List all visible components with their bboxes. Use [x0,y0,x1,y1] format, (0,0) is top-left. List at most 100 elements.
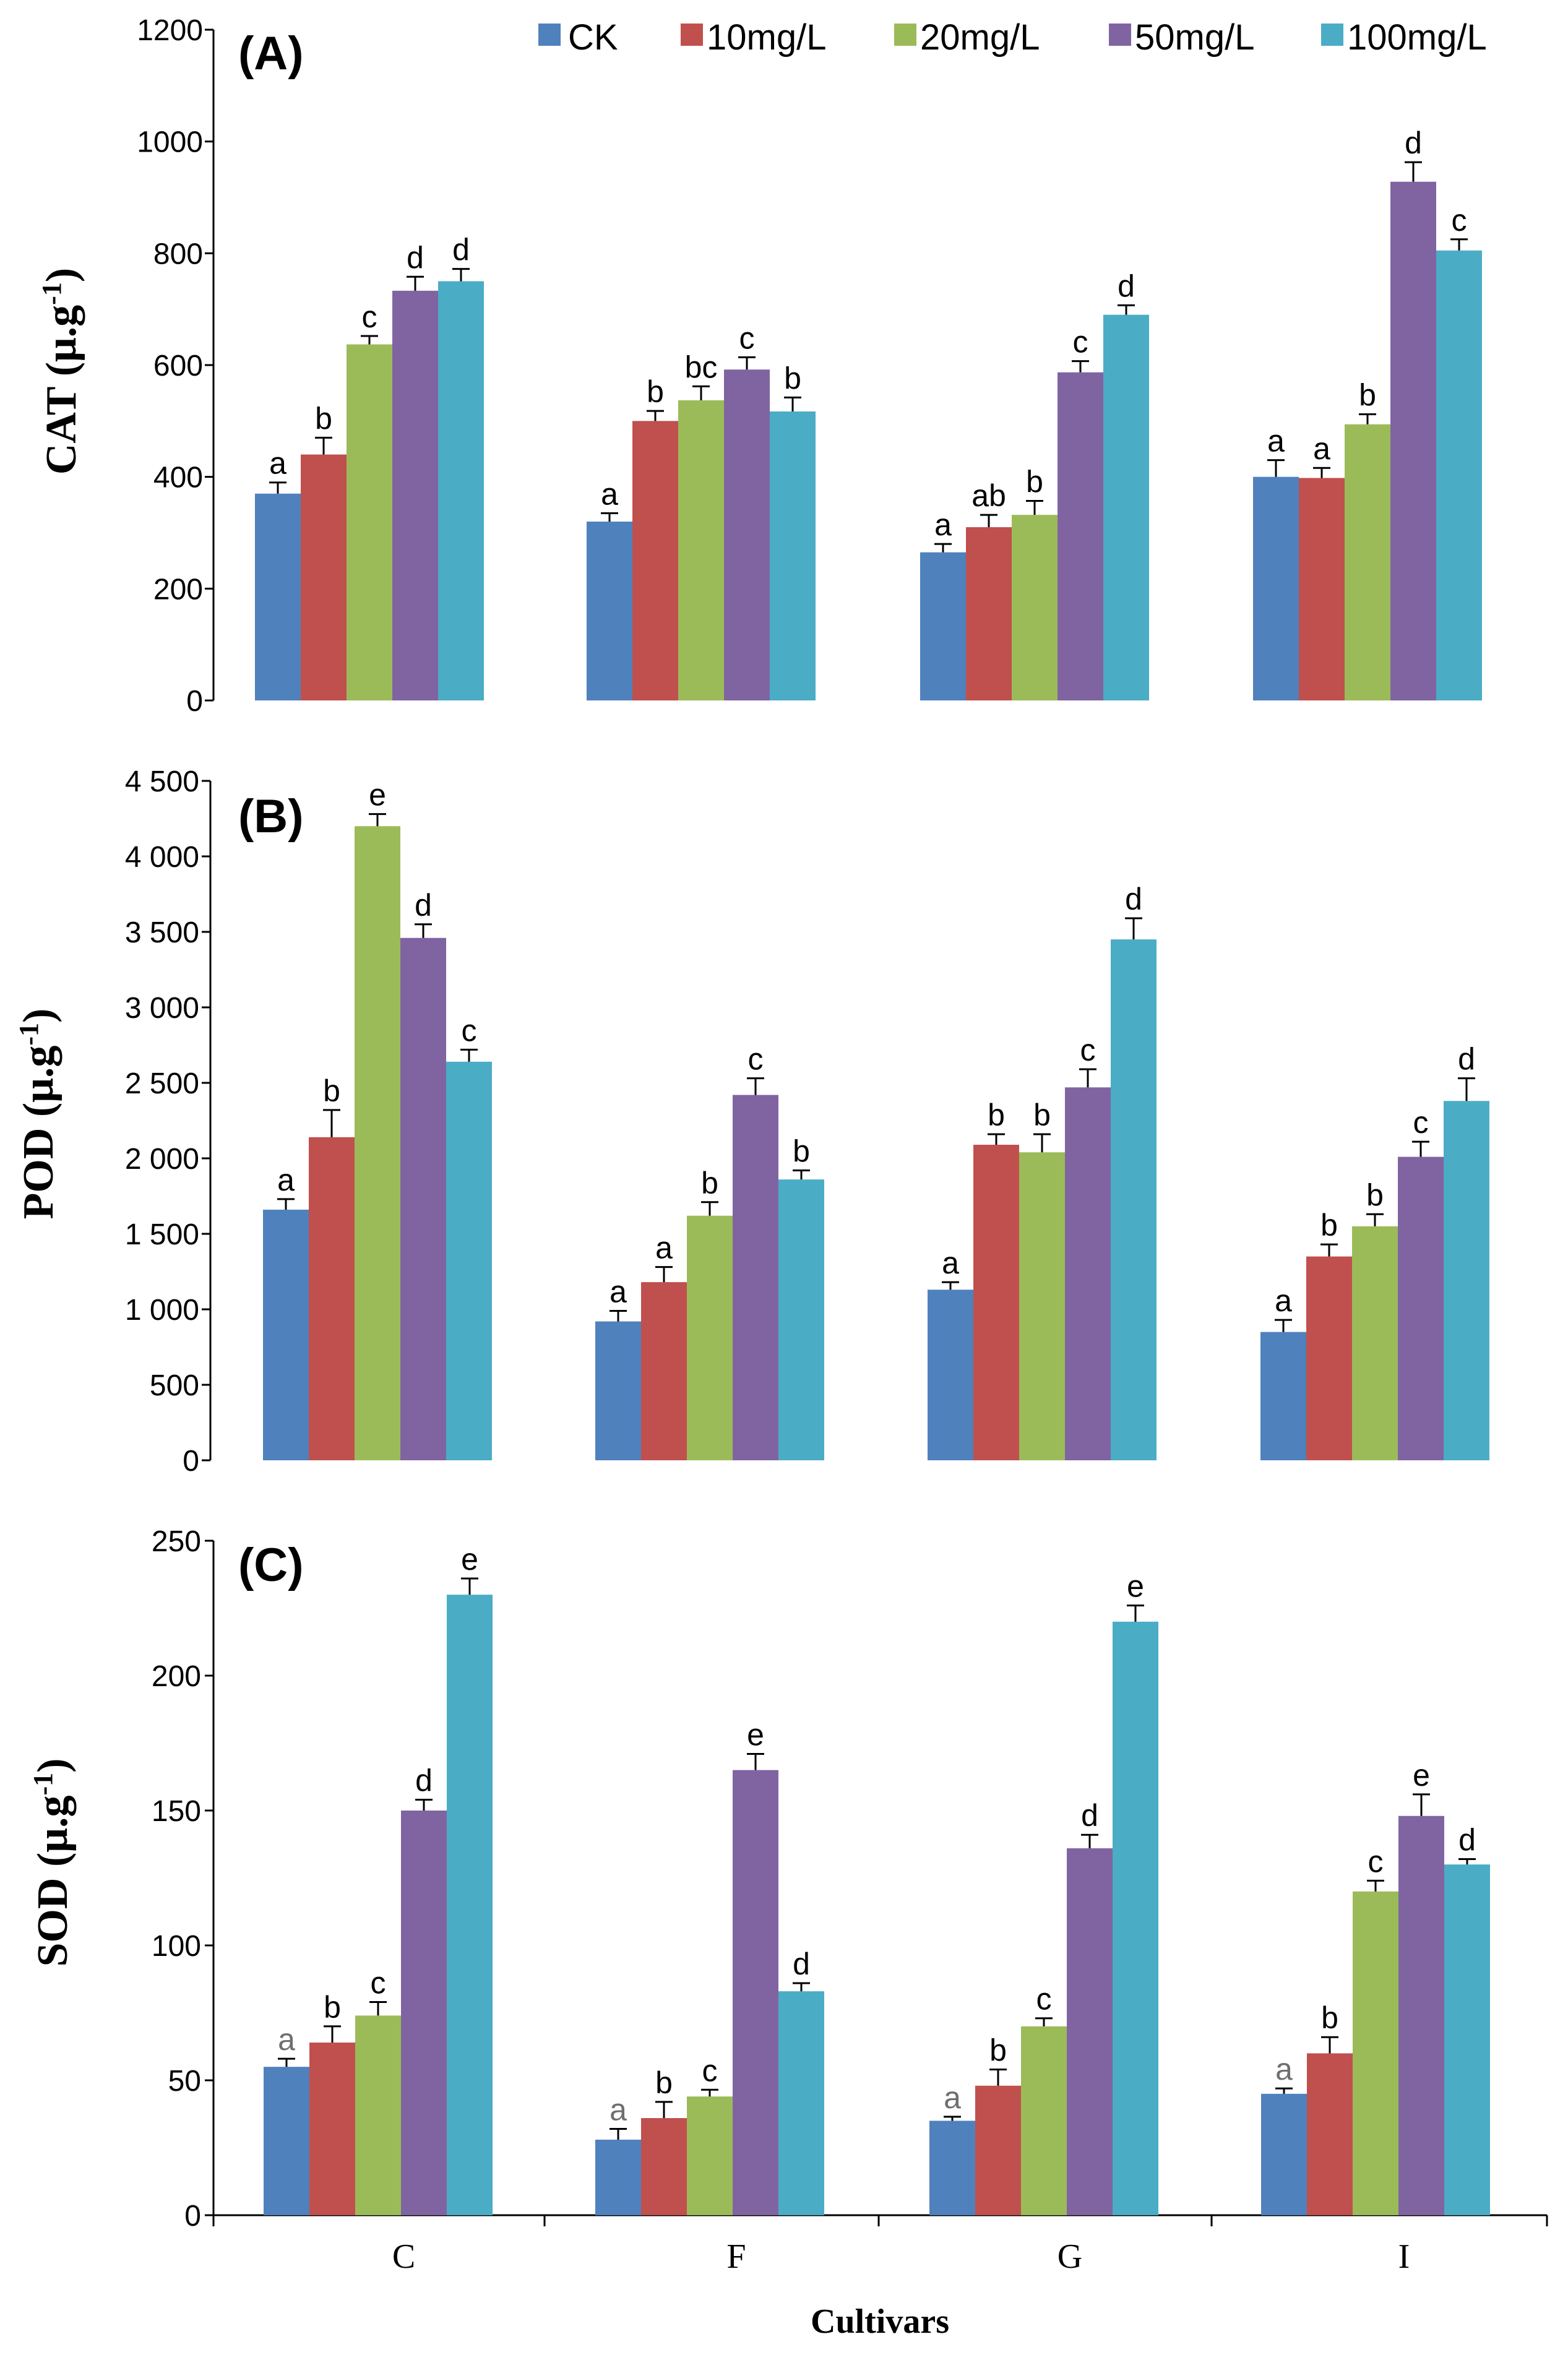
panel-a-bar-C-3 [347,344,392,700]
panel-a-significance-letter: ab [971,478,1006,513]
panel-b-bar-F-4 [733,1095,778,1460]
panel-c-bar-C-5 [447,1595,493,2215]
x-category-label: C [392,2237,415,2276]
panel-c-ytick-label: 100 [152,1930,201,1963]
panel-b-significance-letter: a [655,1231,673,1265]
panel-b-significance-letter: e [369,778,386,812]
panel-a-significance-letter: d [1118,269,1135,303]
panel-a-significance-letter: b [1026,465,1043,499]
panel-b-ytick-label: 2 500 [125,1067,199,1100]
panel-a-significance-letter: c [1452,203,1467,238]
panel-c-bar-C-2 [309,2042,355,2215]
panel-a-significance-letter: a [601,476,618,511]
panel-a-bar-C-5 [438,281,484,700]
panel-c-ytick-label: 150 [152,1795,201,1828]
panel-b-bar-G-3 [1019,1152,1065,1460]
legend-swatch-100mg [1321,24,1343,46]
panel-c-significance-letter: c [1036,1982,1052,2017]
panel-a-bar-C-2 [301,454,347,700]
panel-c-bar-I-3 [1353,1891,1398,2215]
panel-c-bar-G-4 [1067,1848,1113,2215]
panel-a-ytick-label: 200 [153,573,203,606]
panel-a-ylabel-close: ) [38,268,85,282]
panel-c-ytick-label: 200 [152,1660,201,1693]
legend-label-ck: CK [568,17,618,58]
panel-c-significance-letter: b [1321,2000,1338,2035]
panel-b-bar-F-1 [595,1321,641,1460]
legend-item-100mg: 100mg/L [1321,17,1487,58]
panel-a-bar-G-2 [966,527,1012,700]
panel-b-significance-letter: b [988,1098,1005,1132]
panel-c-ylabel-main: SOD (μ.g [29,1796,77,1967]
panel-b-ytick-label: 0 [183,1445,199,1478]
panel-b-bar-I-3 [1352,1226,1398,1460]
panel-a-ytick-label: 400 [153,462,203,494]
panel-c-bar-F-5 [778,1991,824,2215]
panel-a-ytick-label: 800 [153,238,203,270]
panel-b-significance-letter: d [415,888,432,923]
panel-a-ytick-label: 0 [186,685,203,718]
panel-c-significance-letter: b [324,1990,341,2025]
legend-item-20mg: 20mg/L [894,17,1040,58]
panel-c-ylabel-sup: -1 [28,1773,58,1796]
panel-c-bar-C-3 [355,2015,401,2215]
legend-label-20mg: 20mg/L [920,17,1040,58]
panel-c-bar-G-2 [975,2085,1021,2215]
panel-a-significance-letter: a [269,446,286,481]
panel-a-significance-letter: c [362,299,377,334]
panel-b-ylabel: POD (μ.g-1) [14,1009,63,1220]
panel-c-significance-letter: e [1413,1758,1430,1793]
panel-a-bar-I-1 [1253,476,1299,700]
panel-c-bar-C-4 [401,1811,447,2215]
panel-a-ylabel-sup: -1 [37,282,67,305]
panel-c-significance-letter: e [1127,1569,1144,1604]
panel-b-ytick-label: 1 000 [125,1294,199,1327]
panel-b-significance-letter: b [323,1074,340,1108]
panel-b-ylabel-main: POD (μ.g [15,1046,62,1220]
x-axis-title: Cultivars [811,2302,949,2341]
panel-a-significance-letter: bc [685,350,718,384]
panel-b-significance-letter: a [277,1163,295,1197]
panel-a-significance-letter: b [647,374,664,409]
panel-c-significance-letter: a [944,2080,961,2115]
panel-c-bar-F-1 [595,2139,641,2215]
panel-a-bar-I-2 [1299,478,1345,700]
panel-b-ytick-label: 2 000 [125,1143,199,1176]
legend-swatch-20mg [894,24,916,46]
panel-b-significance-letter: c [1413,1105,1429,1140]
legend: CK 10mg/L 20mg/L 50mg/L 100mg/L [538,17,1487,58]
panel-c-significance-letter: e [747,1717,764,1752]
panel-c-significance-letter: b [989,2033,1007,2068]
panel-c-significance-letter: d [415,1764,433,1798]
panel-b-bar-C-5 [446,1061,492,1460]
panel-b-significance-letter: b [701,1166,718,1200]
panel-b-bar-I-4 [1398,1156,1444,1460]
panel-b-bar-G-1 [928,1290,973,1460]
panel-c-ytick-label: 50 [168,2065,201,2098]
panel-b-significance-letter: c [462,1013,477,1048]
panel-a-bar-F-2 [632,421,678,700]
panel-c-bar-I-5 [1444,1864,1490,2215]
panel-b-ytick-label: 4 000 [125,841,199,874]
panel-a-bar-C-1 [255,493,301,700]
panel-a-bar-I-5 [1436,250,1482,701]
panel-c-bar-I-1 [1261,2093,1307,2215]
panel-a-y-ticks: 0 200 400 600 800 1000 1200 [137,14,213,718]
panel-c-ylabel: SOD (μ.g-1) [28,1759,77,1967]
panel-b-significance-letter: b [793,1134,810,1169]
panel-a-significance-letter: d [1405,126,1422,160]
panel-a-bar-F-5 [770,411,816,700]
panel-a-label: (A) [238,27,304,80]
x-category-label: F [726,2237,746,2276]
panel-a-bar-F-3 [678,400,724,700]
panel-c-bar-G-3 [1021,2026,1067,2215]
panel-c-y-ticks: 0 50 100 150 200 250 [152,1525,213,2233]
panel-a-ytick-label: 600 [153,350,203,382]
panel-b-bar-G-5 [1111,939,1157,1460]
panel-a-bar-F-4 [724,369,770,700]
panel-a-bar-G-1 [920,552,966,700]
panel-b-significance-letter: d [1458,1042,1475,1077]
